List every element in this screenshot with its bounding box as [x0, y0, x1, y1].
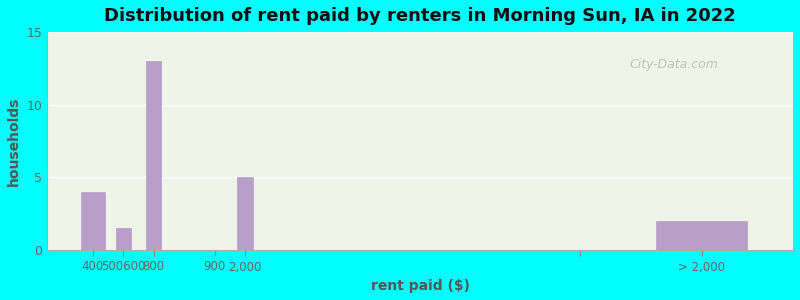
X-axis label: rent paid ($): rent paid ($)	[370, 279, 470, 293]
Bar	[81, 192, 105, 250]
Text: City-Data.com: City-Data.com	[630, 58, 718, 71]
Bar	[116, 228, 131, 250]
Bar	[146, 61, 162, 250]
Bar	[238, 177, 253, 250]
Y-axis label: households: households	[7, 96, 21, 186]
Bar	[656, 221, 747, 250]
Title: Distribution of rent paid by renters in Morning Sun, IA in 2022: Distribution of rent paid by renters in …	[104, 7, 736, 25]
